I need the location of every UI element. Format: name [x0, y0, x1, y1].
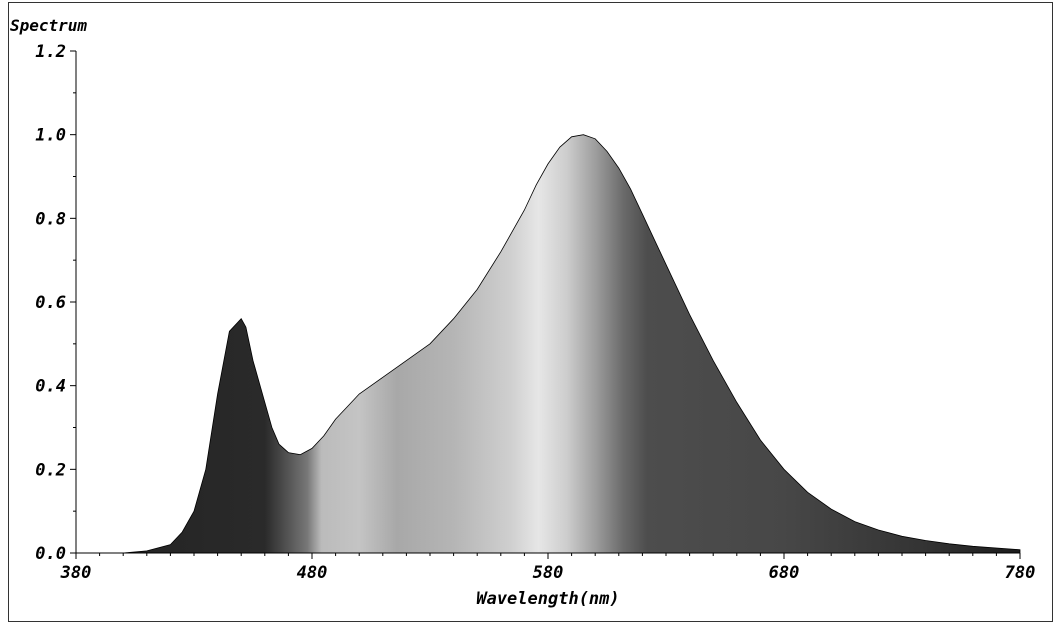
x-axis-label: Wavelength(nm) — [476, 589, 619, 609]
y-axis-ticks: 0.0 0.2 0.4 0.6 0.8 1.0 1.2 — [35, 42, 76, 564]
y-tick-label: 1.2 — [35, 42, 66, 62]
x-tick-label: 780 — [1005, 563, 1036, 583]
y-tick-label: 0.4 — [35, 377, 66, 397]
y-tick-label: 0.8 — [35, 209, 66, 229]
y-tick-label: 0.2 — [35, 460, 66, 480]
y-tick-label: 0.6 — [35, 293, 66, 313]
x-axis-ticks: 380 480 580 680 780 — [60, 553, 1036, 583]
chart-title: Spectrum — [10, 16, 87, 35]
y-tick-label: 1.0 — [35, 126, 66, 146]
x-tick-label: 480 — [297, 563, 328, 583]
chart-frame — [8, 2, 1053, 622]
spectrum-area — [123, 134, 1021, 554]
y-tick-label: 0.0 — [35, 544, 66, 564]
x-tick-label: 580 — [533, 563, 564, 583]
x-tick-label: 680 — [769, 563, 800, 583]
x-tick-label: 380 — [60, 563, 92, 583]
